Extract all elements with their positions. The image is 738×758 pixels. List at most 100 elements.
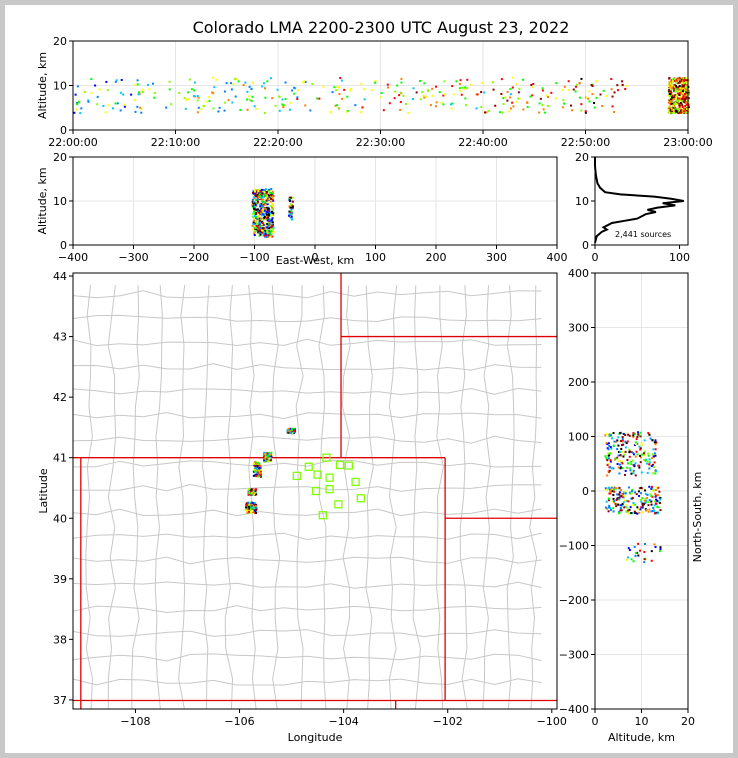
- ns-tick-label: −200: [559, 594, 589, 607]
- lma-source-point: [398, 94, 401, 97]
- ew-source-point: [256, 208, 259, 211]
- lma-source-point: [675, 95, 678, 98]
- lma-source-point: [370, 89, 373, 92]
- lma-source-point: [122, 93, 125, 96]
- ns-source-point: [625, 499, 628, 502]
- ew-source-point: [271, 207, 274, 210]
- county-boundary: [72, 532, 542, 541]
- hist-altitude-tick-label: 10: [575, 195, 589, 208]
- ns-source-point: [609, 506, 612, 509]
- ew-source-point: [261, 203, 264, 206]
- lma-source-point: [76, 102, 79, 105]
- ew-source-point: [251, 212, 254, 215]
- lma-source-point: [294, 87, 297, 90]
- lma-source-point: [460, 93, 463, 96]
- ns-source-point: [638, 464, 641, 467]
- ns-source-point: [645, 462, 648, 465]
- plan-source-point: [269, 457, 272, 460]
- county-boundary: [72, 290, 542, 299]
- ns-source-point: [630, 460, 633, 463]
- ew-source-point: [269, 224, 272, 227]
- county-boundary: [436, 285, 444, 710]
- ew-source-point: [255, 215, 258, 218]
- ns-source-point: [647, 504, 650, 507]
- ns-source-point: [606, 462, 609, 465]
- ns-source-point: [608, 469, 611, 472]
- ew-source-point: [269, 189, 272, 192]
- lma-source-point: [567, 80, 570, 83]
- lma-source-point: [686, 83, 689, 86]
- lma-source-point: [349, 87, 352, 90]
- hist-altitude-tick-label: 0: [582, 239, 589, 252]
- lma-source-point: [119, 91, 122, 94]
- ns-source-point: [605, 488, 608, 491]
- ns-source-point: [653, 452, 656, 455]
- lma-source-point: [587, 97, 590, 100]
- ew-source-point: [266, 219, 269, 222]
- ew-source-point: [251, 203, 254, 206]
- ns-source-point: [612, 493, 615, 496]
- lma-source-point: [247, 95, 250, 98]
- lma-source-point: [229, 82, 232, 85]
- lma-source-point: [399, 108, 402, 111]
- ns-source-point: [627, 547, 630, 550]
- lma-source-point: [580, 103, 583, 106]
- lma-source-point: [504, 96, 507, 99]
- lma-source-point: [509, 96, 512, 99]
- ns-source-point: [651, 495, 654, 498]
- ns-tick-label: 400: [568, 267, 589, 280]
- ns-source-point: [622, 501, 625, 504]
- ns-source-point: [639, 498, 642, 501]
- ns-source-point: [630, 492, 633, 495]
- lma-source-point: [668, 108, 671, 111]
- ew-source-point: [259, 192, 262, 195]
- lma-source-point: [343, 88, 346, 91]
- latitude-tick-label: 41: [53, 452, 67, 465]
- ns-source-point: [639, 448, 642, 451]
- ew-source-point: [259, 233, 262, 236]
- ns-source-point: [632, 453, 635, 456]
- plan-source-point: [293, 430, 296, 433]
- lma-source-point: [668, 77, 671, 80]
- county-boundary: [482, 285, 491, 710]
- ns-source-point: [636, 551, 639, 554]
- ns-source-point: [606, 474, 609, 477]
- lma-source-point: [246, 90, 249, 93]
- lma-station-marker: [344, 461, 353, 470]
- county-boundary: [85, 285, 94, 710]
- lma-source-point: [669, 100, 672, 103]
- ns-source-point: [634, 512, 637, 515]
- lma-source-point: [687, 106, 690, 109]
- lma-source-point: [284, 81, 287, 84]
- plan-source-point: [268, 452, 271, 455]
- county-boundary: [72, 605, 542, 614]
- lma-source-point: [345, 110, 348, 113]
- county-boundary: [412, 285, 421, 710]
- lma-source-point: [674, 101, 677, 104]
- lma-source-point: [562, 106, 565, 109]
- lma-source-point: [425, 95, 428, 98]
- lma-source-point: [672, 88, 675, 91]
- ew-source-point: [265, 199, 268, 202]
- ew-source-point: [263, 227, 266, 230]
- ns-source-point: [627, 509, 630, 512]
- altitude-tick-label: 0: [60, 124, 67, 137]
- lma-source-point: [130, 93, 133, 96]
- lma-source-point: [679, 89, 682, 92]
- ns-source-point: [653, 500, 656, 503]
- ns-height-panel: 0 10 20 −400 −300 −200 −100 0 100 200 300 400 Altitu…: [559, 267, 704, 744]
- lma-source-point: [382, 109, 385, 112]
- ns-source-point: [632, 560, 635, 563]
- ew-source-point: [265, 211, 268, 214]
- lma-source-point: [502, 102, 505, 105]
- county-boundary: [72, 556, 542, 565]
- lma-source-point: [682, 79, 685, 82]
- ew-source-point: [262, 227, 265, 230]
- ns-source-point: [640, 471, 643, 474]
- ns-source-point: [617, 503, 620, 506]
- ns-axis-label: North-South, km: [691, 472, 704, 563]
- lma-source-point: [674, 80, 677, 83]
- lma-source-point: [599, 93, 602, 96]
- ns-source-point: [652, 448, 655, 451]
- lma-source-point: [246, 108, 249, 111]
